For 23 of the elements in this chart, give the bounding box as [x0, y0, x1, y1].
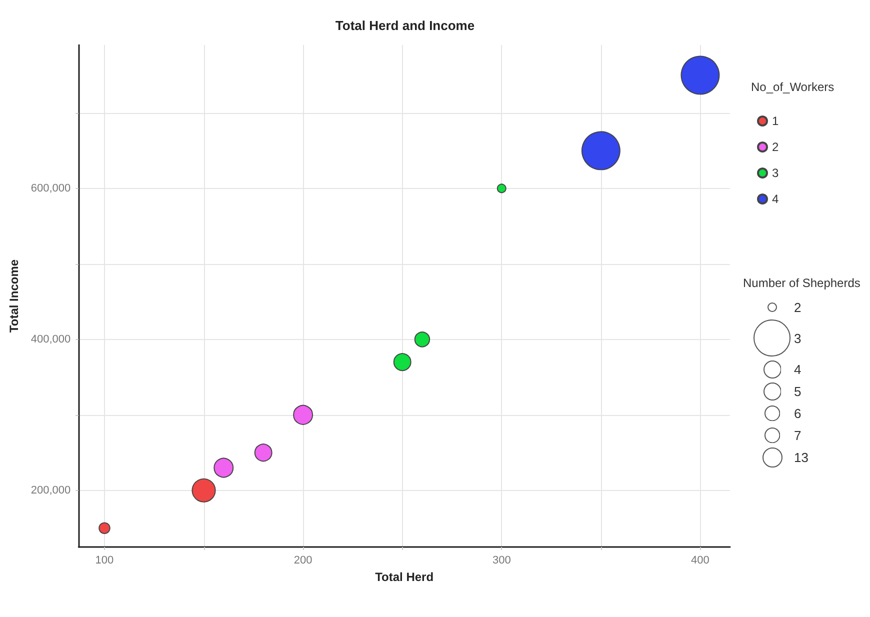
- x-tick-label: 300: [492, 554, 511, 566]
- x-tick-label: 100: [95, 554, 114, 566]
- legend-label: 1: [772, 114, 779, 128]
- text: Number of Shepherds: [743, 276, 860, 290]
- y-tick-label: 200,000: [30, 484, 71, 496]
- legend-label: 4: [772, 192, 779, 206]
- x-tick-label: 200: [294, 554, 312, 566]
- legend-label: 7: [794, 428, 802, 443]
- x-tick-label: 400: [691, 554, 710, 566]
- x-axis-title: Total Herd: [375, 570, 434, 584]
- legend-label: 6: [794, 406, 802, 421]
- legend-label: 3: [794, 330, 802, 346]
- legend-label: 2: [794, 300, 802, 314]
- legend-label: 2: [772, 140, 779, 154]
- y-axis-title: Total Income: [7, 259, 21, 333]
- y-tick-label: 400,000: [30, 333, 71, 346]
- legend-label: 3: [772, 166, 779, 180]
- y-tick-label: 600,000: [30, 182, 71, 194]
- legend-label: 5: [794, 384, 802, 399]
- legend-label: 13: [794, 450, 808, 466]
- chart-title: Total Herd and Income: [335, 18, 475, 33]
- legend-label: 4: [794, 362, 802, 377]
- legend-title: No_of_Workers: [751, 80, 834, 94]
